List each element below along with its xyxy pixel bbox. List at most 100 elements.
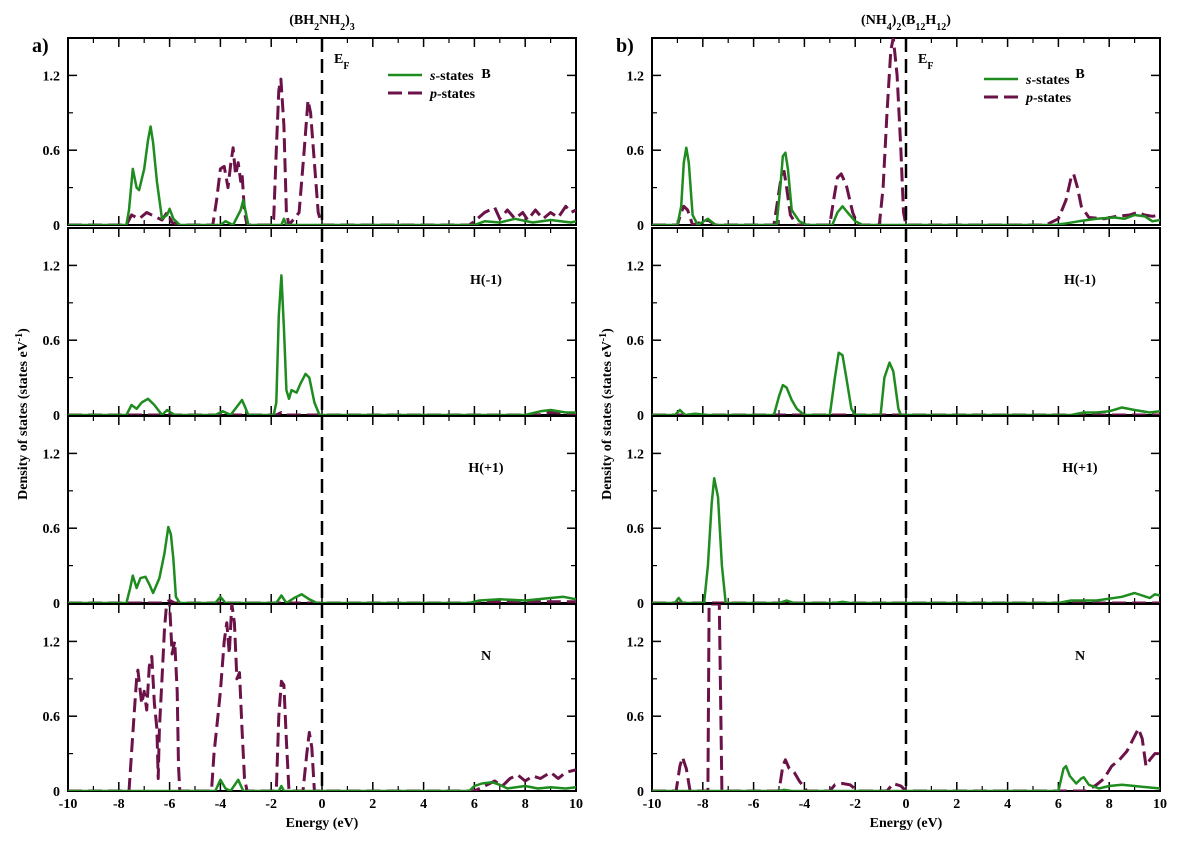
y-tick-label: 0 (637, 785, 644, 800)
panel-title-part: 2 (340, 22, 345, 33)
y-tick-label: 0.6 (627, 144, 645, 159)
x-tick-label: 2 (369, 797, 376, 812)
legend-s-italic: s (429, 69, 436, 84)
s-states-series (68, 274, 576, 415)
series-group (68, 525, 576, 603)
p-states-series (68, 599, 576, 603)
series-group (652, 38, 1160, 225)
y-tick-label: 0 (53, 409, 60, 424)
p-states-series (652, 38, 1160, 225)
x-tick-label: 10 (1153, 797, 1167, 812)
x-tick-label: -8 (113, 797, 125, 812)
x-tick-label: -10 (59, 797, 78, 812)
panel-title-part: NH (319, 13, 340, 28)
x-tick-label: 0 (319, 797, 326, 812)
panel-title-part: H (925, 13, 936, 28)
y-tick-label: 1.2 (43, 447, 61, 462)
y-tick-label: 0.6 (627, 334, 645, 349)
panel-title-part: 3 (350, 22, 355, 33)
x-tick-label: 2 (953, 797, 960, 812)
x-axis-label: Energy (eV) (286, 816, 359, 831)
panel-title-part: 2 (896, 22, 901, 33)
panel-title-part: ) (345, 13, 350, 28)
y-axis-label-b: Density of states (states eV-1) (598, 328, 616, 500)
y-axis-label-a: Density of states (states eV-1) (14, 328, 32, 500)
y-tick-label: 0.6 (43, 710, 61, 725)
x-tick-label: -4 (215, 797, 227, 812)
y-tick-label: 0 (53, 597, 60, 612)
y-tick-label: 1.2 (627, 447, 645, 462)
panel-label: b) (616, 35, 634, 57)
y-tick-label: 1.2 (627, 635, 645, 650)
legend-s-tail: -states (1031, 73, 1070, 88)
fermi-label: EF (918, 52, 933, 72)
y-tick-label: 1.2 (627, 259, 645, 274)
s-states-series (652, 146, 1160, 225)
legend-s-italic: s (1025, 73, 1032, 88)
series-group (652, 477, 1160, 603)
fermi-label-main: E (918, 52, 927, 67)
x-axis-label: Energy (eV) (870, 816, 943, 831)
p-states-series (68, 411, 576, 415)
y-tick-label: 0.6 (627, 522, 645, 537)
subplot-n: 0 0.6 1.2 N -10 -8 -6 -4 -2 0 2 4 6 8 10 Energy (eV) (43, 603, 583, 831)
x-tick-label: 6 (471, 797, 478, 812)
atom-label: N (481, 649, 491, 664)
panel-b: b)(NH4)2(B12H12)00.61.2 BEFs-statesp-stat… (616, 13, 1167, 831)
atom-label: H(+1) (1062, 461, 1098, 476)
panel-title-part: 4 (887, 22, 892, 33)
x-tick-label: -2 (265, 797, 277, 812)
y-tick-label: 1.2 (627, 69, 645, 84)
y-tick-label: 0 (53, 785, 60, 800)
y-tick-label: 0 (637, 597, 644, 612)
s-states-series (68, 778, 576, 791)
panel-title-part: 12 (915, 22, 925, 33)
panel-title-part: 12 (936, 22, 946, 33)
subplot-h1: 0 0.6 1.2 H(-1) (627, 227, 1161, 424)
y-tick-label: 0.6 (43, 522, 61, 537)
x-tick-label: -10 (643, 797, 662, 812)
legend-p-label: p-states (1025, 91, 1072, 106)
x-tick-label: 6 (1055, 797, 1062, 812)
fermi-label: EF (334, 52, 349, 72)
y-tick-label: 0.6 (43, 334, 61, 349)
series-group (68, 77, 576, 225)
panel-title-part: (NH (861, 13, 887, 28)
series-group (652, 351, 1160, 415)
legend-p-tail: -states (1033, 91, 1072, 106)
atom-label: H(-1) (1064, 273, 1096, 288)
y-tick-label: 1.2 (43, 635, 61, 650)
atom-label: N (1075, 649, 1085, 664)
panel-title-part: ) (946, 13, 951, 28)
panel-a: a)(BH2NH2)300.61.2 BEFs-statesp-states00.… (32, 13, 583, 831)
legend-s-label: s-states (1025, 73, 1070, 88)
atom-label: B (1075, 67, 1084, 82)
s-states-series (652, 351, 1160, 415)
s-states-series (68, 525, 576, 603)
series-group (68, 274, 576, 415)
x-tick-label: 10 (569, 797, 583, 812)
legend-p-label: p-states (429, 87, 476, 102)
legend-p-italic: p (429, 87, 437, 102)
y-tick-label: 1.2 (43, 259, 61, 274)
x-tick-label: 4 (1004, 797, 1011, 812)
x-tick-label: -2 (849, 797, 861, 812)
x-tick-label: 4 (420, 797, 427, 812)
panel-title-part: (B (901, 13, 915, 28)
x-tick-label: -4 (799, 797, 811, 812)
fermi-label-sub: F (927, 61, 933, 72)
s-states-series (652, 477, 1160, 603)
subplot-h1: 0 0.6 1.2 H(+1) (627, 415, 1161, 612)
panel-title-part: 2 (314, 22, 319, 33)
series-group (68, 604, 576, 791)
panel-title: (BH2NH2)3 (289, 13, 355, 33)
x-tick-label: 0 (903, 797, 910, 812)
y-tick-label: 0 (637, 409, 644, 424)
legend-p-italic: p (1025, 91, 1033, 106)
x-tick-label: -6 (748, 797, 760, 812)
fermi-label-main: E (334, 52, 343, 67)
x-tick-label: -6 (164, 797, 176, 812)
